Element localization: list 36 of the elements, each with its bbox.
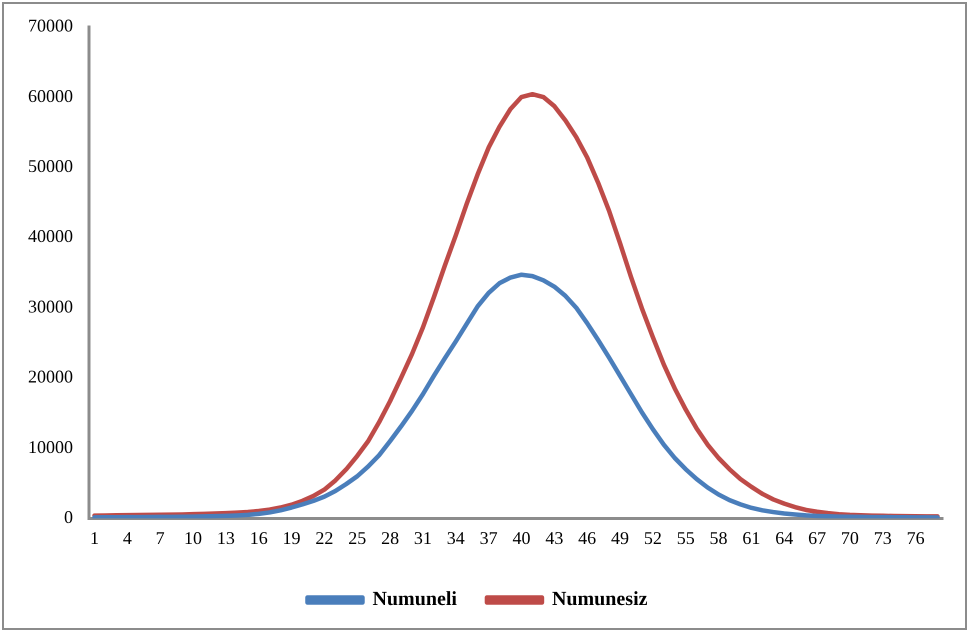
legend-label: Numuneli — [372, 588, 458, 610]
x-tick-label: 34 — [446, 528, 465, 548]
x-tick-label: 16 — [250, 528, 268, 548]
x-tick-label: 7 — [156, 528, 165, 548]
y-tick-label: 70000 — [28, 16, 73, 36]
x-tick-label: 28 — [381, 528, 400, 548]
x-tick-label: 10 — [184, 528, 202, 548]
x-tick-label: 61 — [742, 528, 760, 548]
y-tick-label: 30000 — [28, 296, 73, 316]
x-tick-label: 58 — [710, 528, 728, 548]
x-tick-label: 37 — [480, 528, 498, 548]
y-tick-label: 50000 — [28, 156, 73, 176]
x-tick-label: 67 — [808, 528, 826, 548]
x-tick-label: 49 — [611, 528, 630, 548]
y-tick-label: 20000 — [28, 366, 73, 387]
x-tick-label: 22 — [315, 528, 334, 548]
x-tick-label: 40 — [512, 528, 530, 548]
x-tick-label: 25 — [348, 528, 366, 548]
x-tick-label: 55 — [676, 528, 695, 548]
y-tick-label: 10000 — [28, 436, 73, 457]
x-tick-label: 43 — [545, 528, 564, 548]
x-tick-label: 73 — [874, 528, 892, 548]
x-tick-label: 13 — [216, 528, 235, 548]
x-tick-label: 4 — [122, 528, 132, 548]
x-tick-label: 1 — [90, 528, 99, 548]
x-tick-label: 46 — [578, 528, 596, 548]
x-tick-label: 70 — [840, 528, 859, 548]
x-tick-label: 31 — [414, 528, 432, 548]
legend-label: Numunesiz — [552, 588, 648, 610]
x-tick-label: 19 — [282, 528, 301, 548]
y-tick-label: 40000 — [28, 226, 73, 246]
y-tick-label: 60000 — [28, 86, 73, 106]
y-tick-label: 0 — [64, 507, 73, 528]
x-tick-label: 76 — [906, 528, 925, 548]
x-tick-label: 52 — [644, 528, 662, 548]
x-tick-label: 64 — [775, 528, 794, 548]
